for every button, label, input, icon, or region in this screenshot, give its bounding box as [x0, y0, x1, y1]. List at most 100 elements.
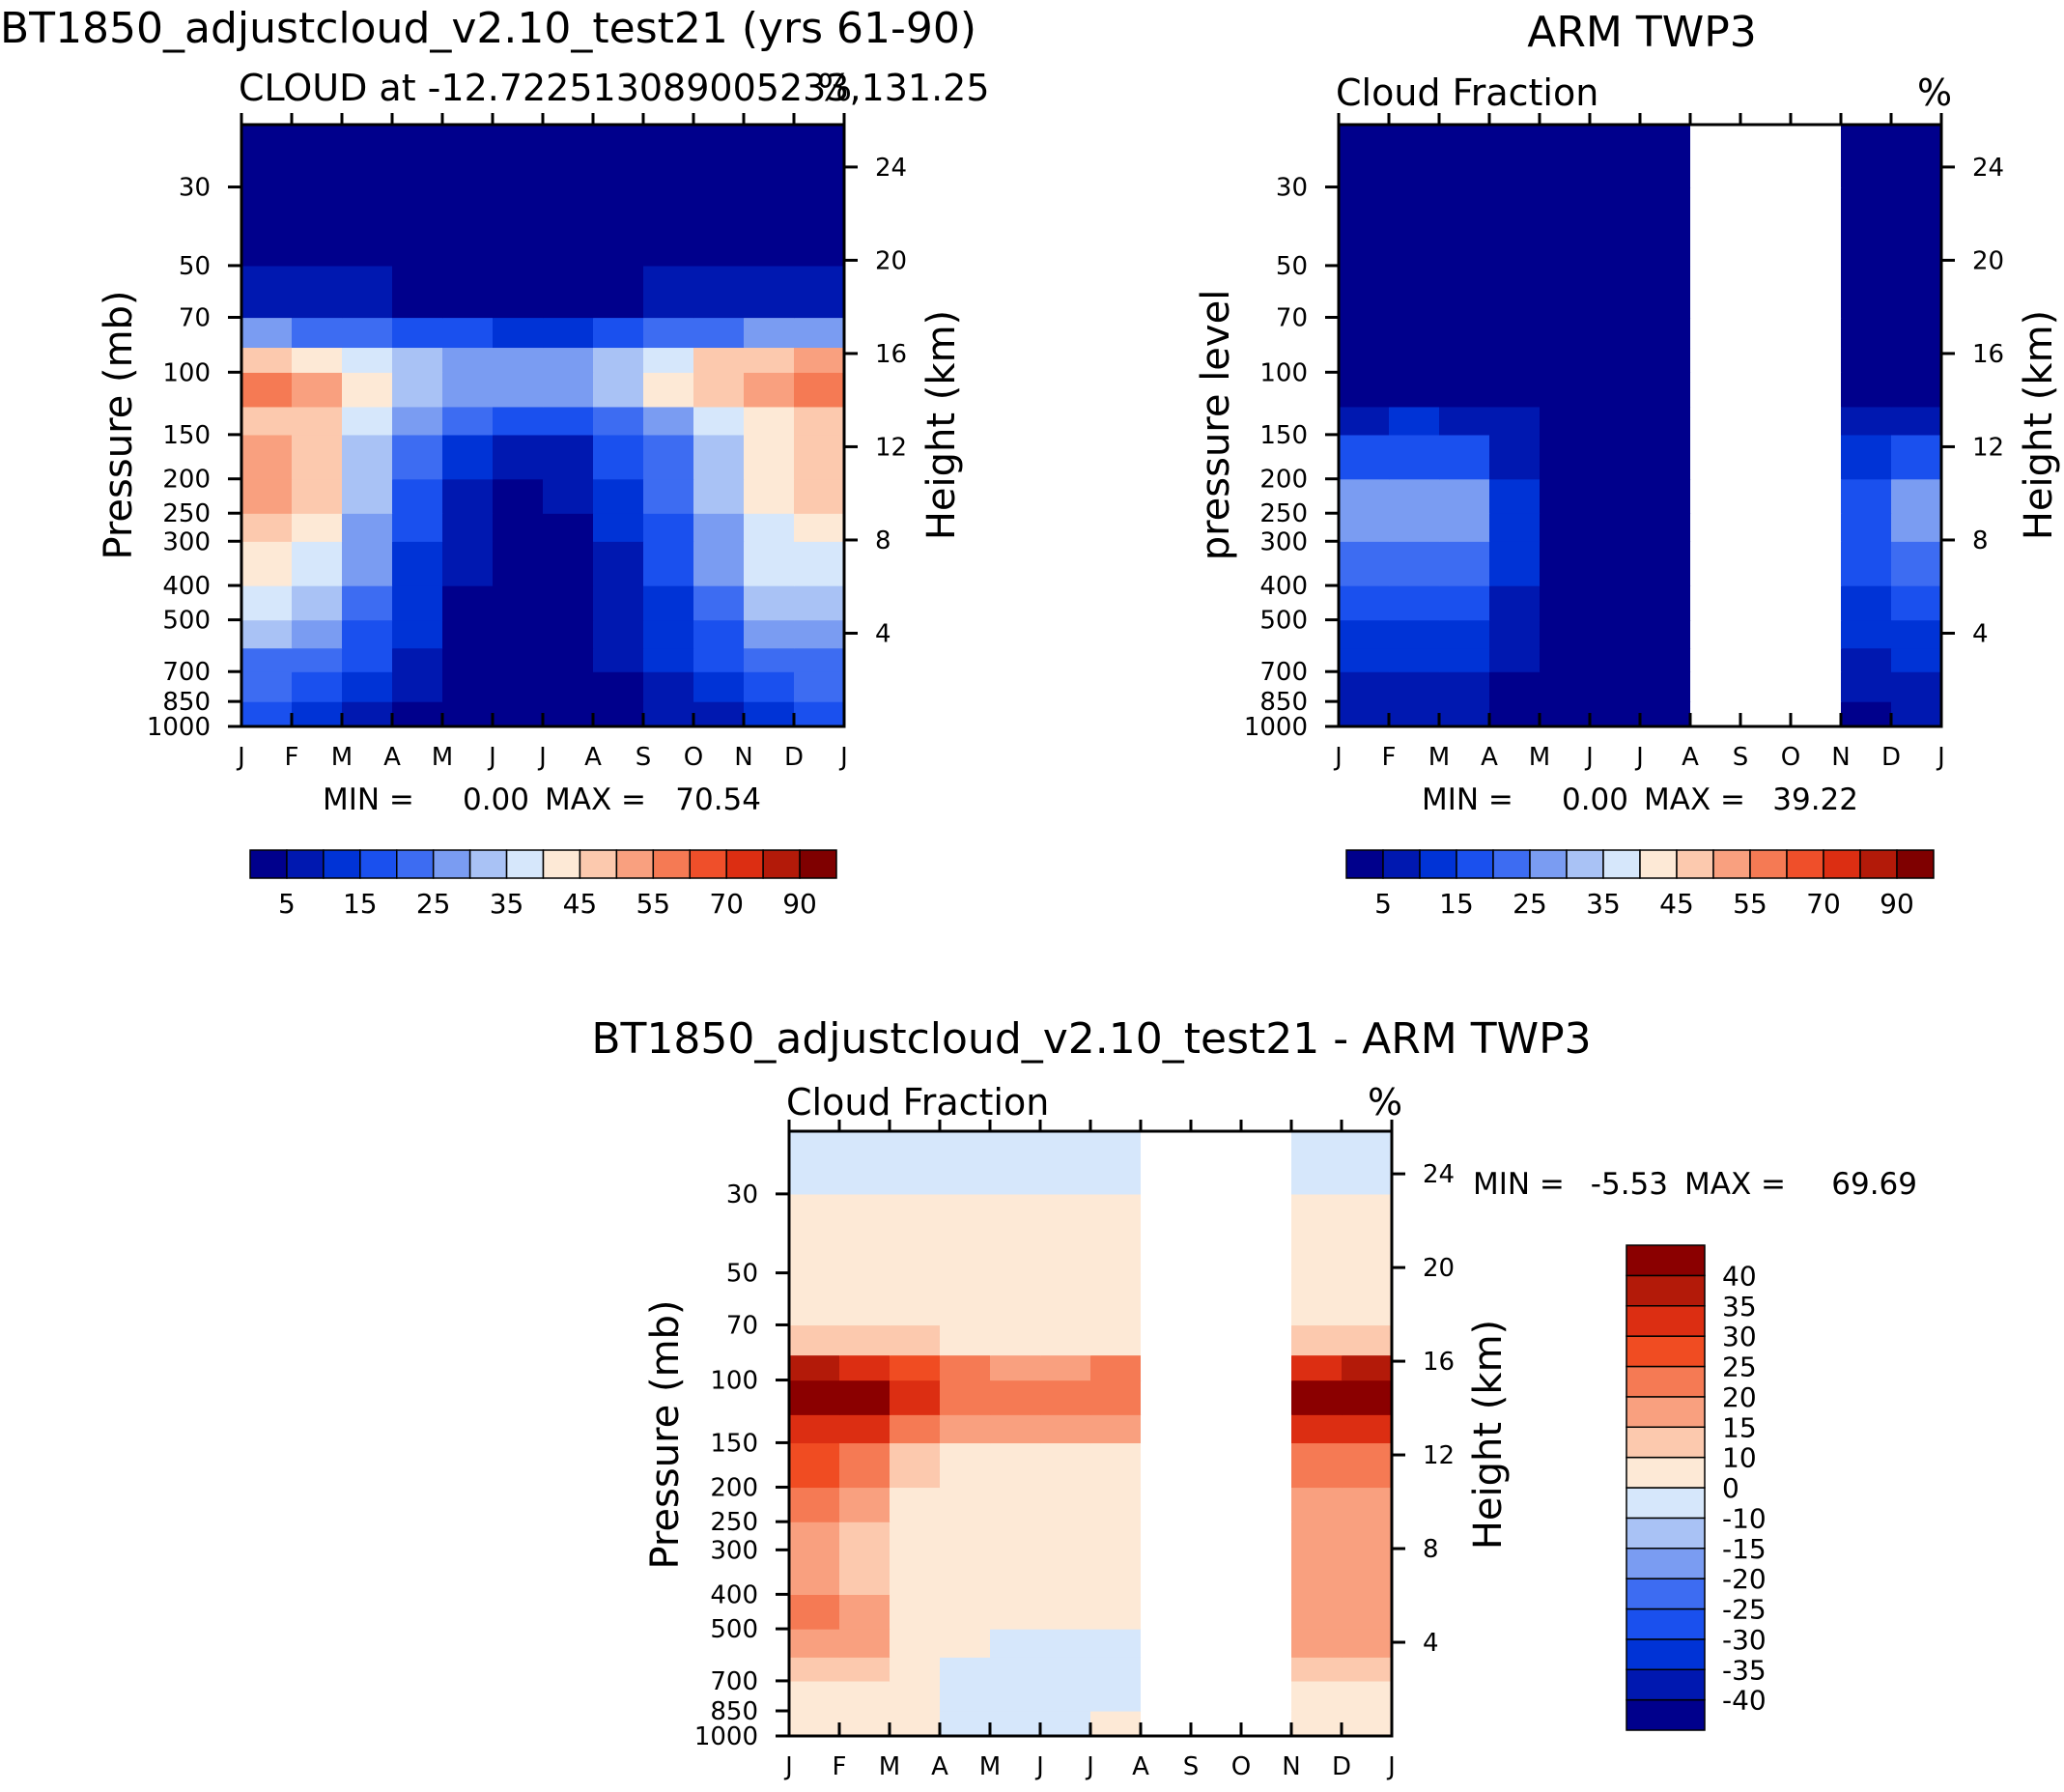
- model-subtitle: CLOUD at -12.722513089005233,131.25: [239, 67, 990, 109]
- colorbar-label: 90: [1880, 888, 1914, 920]
- colorbar-swatch: [1749, 849, 1788, 879]
- heatmap-cell: [543, 125, 594, 188]
- heatmap-cell: [342, 317, 393, 349]
- x-tick-label: M: [879, 1752, 900, 1781]
- heatmap-cell: [990, 1414, 1041, 1444]
- heatmap-cell: [940, 1324, 991, 1356]
- heatmap-cell: [493, 541, 544, 586]
- y2-tick-label: 16: [875, 340, 907, 369]
- heatmap-cell: [342, 701, 393, 727]
- colorbar-swatch: [1859, 849, 1898, 879]
- heatmap-cell: [1090, 1442, 1142, 1489]
- heatmap-cell: [593, 701, 644, 727]
- heatmap-cell: [1489, 585, 1541, 621]
- heatmap-cell: [392, 265, 443, 319]
- colorbar-label: 5: [278, 888, 296, 920]
- y-tick-label: 50: [1276, 252, 1308, 281]
- heatmap-cell: [593, 125, 644, 188]
- heatmap-cell: [1339, 347, 1390, 373]
- heatmap-cell: [593, 317, 644, 349]
- heatmap-cell: [940, 1354, 991, 1381]
- heatmap-cell: [990, 1657, 1041, 1682]
- heatmap-cell: [1342, 1629, 1393, 1658]
- heatmap-cell: [1389, 125, 1440, 188]
- heatmap-cell: [890, 1131, 941, 1195]
- y-tick-label: 70: [179, 304, 211, 333]
- heatmap-cell: [990, 1594, 1041, 1630]
- heatmap-cell: [1040, 1272, 1091, 1326]
- colorbar-swatch: [1345, 849, 1384, 879]
- heatmap-cell: [1690, 434, 1741, 480]
- heatmap-cell: [744, 541, 795, 586]
- heatmap-cell: [839, 1442, 891, 1489]
- heatmap-cell: [543, 372, 594, 408]
- heatmap-cell: [744, 125, 795, 188]
- y-tick-label: 850: [1259, 688, 1308, 717]
- heatmap-cell: [744, 347, 795, 373]
- y-tick-label: 100: [1259, 358, 1308, 387]
- heatmap-cell: [839, 1710, 891, 1737]
- heatmap-cell: [794, 434, 845, 480]
- obs-min-label: MIN =: [1422, 782, 1513, 817]
- heatmap-cell: [442, 701, 494, 727]
- heatmap-cell: [292, 406, 343, 436]
- heatmap-cell: [392, 541, 443, 586]
- heatmap-cell: [1389, 372, 1440, 408]
- heatmap-cell: [794, 647, 845, 672]
- colorbar-swatch: [615, 849, 655, 879]
- heatmap-cell: [693, 478, 745, 514]
- heatmap-cell: [1339, 317, 1390, 349]
- heatmap-cell: [1191, 1629, 1242, 1658]
- heatmap-cell: [1191, 1680, 1242, 1712]
- heatmap-cell: [643, 513, 694, 542]
- heatmap-cell: [1141, 1487, 1192, 1522]
- diff-max-label: MAX =: [1684, 1167, 1786, 1202]
- colorbar-swatch: [1639, 849, 1678, 879]
- y-tick-label: 700: [1259, 658, 1308, 687]
- heatmap-cell: [1291, 1550, 1343, 1595]
- obs-colorbar: 5 15 25 35 45 55 70 90: [1345, 849, 1935, 920]
- heatmap-cell: [1291, 1522, 1343, 1550]
- colorbar-swatch: [1823, 849, 1861, 879]
- heatmap-cell: [1489, 406, 1541, 436]
- heatmap-cell: [392, 701, 443, 727]
- heatmap-cell: [1241, 1131, 1292, 1195]
- heatmap-cell: [1090, 1550, 1142, 1595]
- heatmap-cell: [543, 186, 594, 267]
- heatmap-cell: [543, 585, 594, 621]
- heatmap-cell: [1891, 125, 1942, 188]
- heatmap-cell: [643, 541, 694, 586]
- heatmap-cell: [1791, 186, 1842, 267]
- heatmap-cell: [693, 347, 745, 373]
- y-tick-label: 150: [162, 421, 211, 450]
- heatmap-cell: [543, 317, 594, 349]
- heatmap-cell: [643, 585, 694, 621]
- heatmap-cell: [794, 513, 845, 542]
- heatmap-cell: [940, 1657, 991, 1682]
- y2-tick-label: 16: [1972, 340, 2004, 369]
- colorbar-label: 20: [1722, 1381, 1757, 1413]
- heatmap-cell: [1191, 1414, 1242, 1444]
- heatmap-cell: [789, 1354, 840, 1381]
- heatmap-cell: [789, 1680, 840, 1712]
- heatmap-cell: [1291, 1487, 1343, 1522]
- heatmap-cell: [643, 671, 694, 702]
- obs-panel: ARM TWP3 Cloud Fraction % J F M A M J J A S O N D J 3…: [1194, 8, 2061, 920]
- heatmap-cell: [794, 541, 845, 586]
- heatmap-cell: [1891, 701, 1942, 727]
- y-tick-label: 1000: [1244, 713, 1308, 742]
- heatmap-cell: [1690, 265, 1741, 319]
- heatmap-cell: [593, 541, 644, 586]
- heatmap-cell: [1740, 541, 1792, 586]
- heatmap-cell: [593, 671, 644, 702]
- diff-y2label: Height (km): [1466, 1320, 1511, 1550]
- x-tick-label: J: [537, 743, 547, 772]
- heatmap-cell: [1439, 541, 1490, 586]
- heatmap-cell: [1540, 317, 1591, 349]
- heatmap-cell: [1389, 541, 1440, 586]
- colorbar-swatch: [725, 849, 764, 879]
- heatmap-cell: [493, 186, 544, 267]
- heatmap-cell: [1191, 1657, 1242, 1682]
- heatmap-cell: [1540, 585, 1591, 621]
- heatmap-cell: [1690, 619, 1741, 649]
